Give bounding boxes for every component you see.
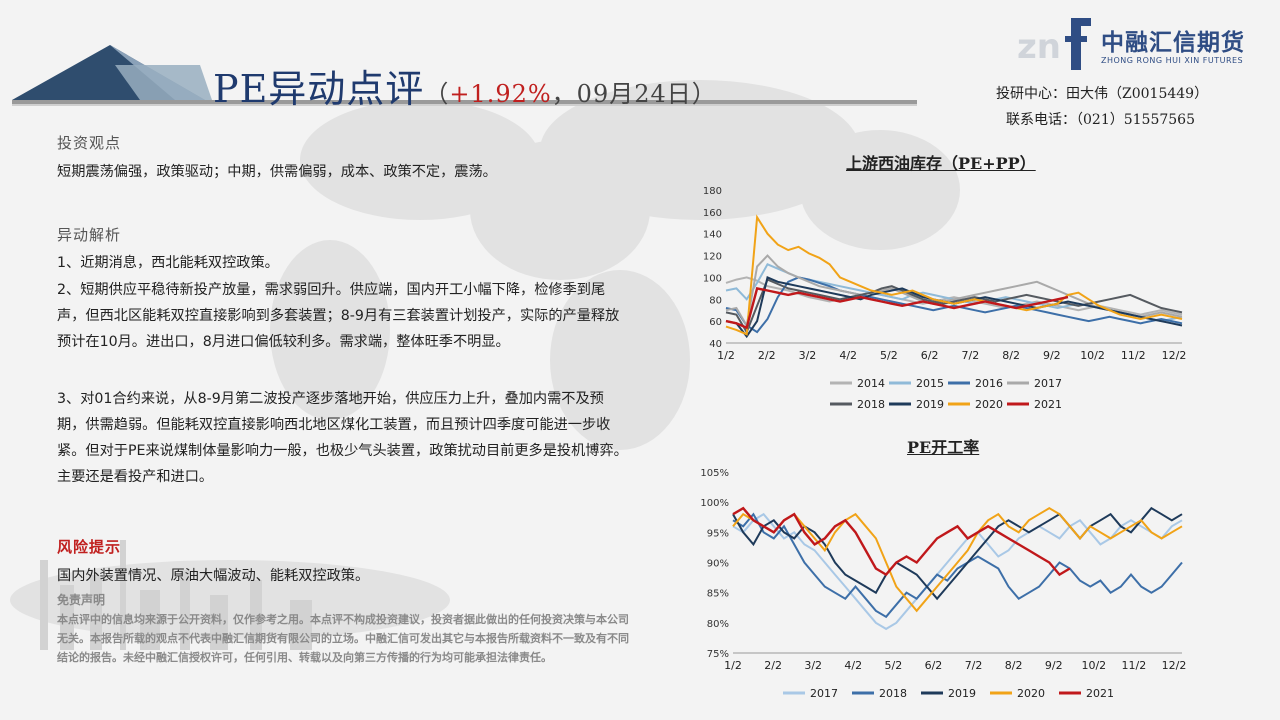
x-tick-label: 6/2 bbox=[925, 659, 943, 672]
legend-label: 2017 bbox=[810, 687, 838, 700]
x-tick-label: 10/2 bbox=[1080, 349, 1105, 362]
y-tick-label: 180 bbox=[703, 186, 722, 197]
analysis-item-3: 3、对01合约来说，从8-9月第二波投产逐步落地开始，供应压力上升，叠加内需不及… bbox=[57, 391, 628, 485]
y-tick-label: 120 bbox=[703, 252, 722, 263]
x-tick-label: 9/2 bbox=[1043, 349, 1061, 362]
series-line-2019 bbox=[732, 506, 1183, 601]
contact-analyst: 投研中心：田大伟（Z0015449） bbox=[996, 86, 1209, 102]
y-tick-label: 75% bbox=[707, 649, 729, 660]
x-tick-label: 7/2 bbox=[962, 349, 980, 362]
legend-label: 2021 bbox=[1086, 687, 1114, 700]
y-tick-label: 100 bbox=[703, 273, 722, 284]
logo-name-cn: 中融汇信期货 bbox=[1101, 30, 1245, 56]
x-tick-label: 9/2 bbox=[1045, 659, 1063, 672]
title-date: ，09月24日） bbox=[551, 80, 717, 108]
x-tick-label: 1/2 bbox=[717, 349, 735, 362]
series-line-2014 bbox=[725, 276, 1183, 316]
x-tick-label: 2/2 bbox=[758, 349, 776, 362]
x-tick-label: 5/2 bbox=[885, 659, 903, 672]
chart-inventory-title: 上游西油库存（PE+PP） bbox=[846, 154, 1036, 173]
view-heading: 投资观点 bbox=[57, 134, 122, 152]
x-tick-label: 10/2 bbox=[1081, 659, 1106, 672]
header-banner bbox=[12, 45, 917, 106]
analysis-item-2: 2、短期供应平稳待新投产放量，需求弱回升。供应端，国内开工小幅下降，检修季到尾声… bbox=[57, 282, 620, 350]
legend-label: 2020 bbox=[1017, 687, 1045, 700]
x-tick-label: 11/2 bbox=[1122, 659, 1147, 672]
legend-label: 2016 bbox=[975, 377, 1003, 390]
x-tick-label: 4/2 bbox=[839, 349, 857, 362]
y-tick-label: 160 bbox=[703, 208, 722, 219]
series-line-2018 bbox=[725, 278, 1183, 335]
x-tick-label: 12/2 bbox=[1162, 349, 1187, 362]
x-tick-label: 5/2 bbox=[880, 349, 898, 362]
y-tick-label: 90% bbox=[707, 559, 729, 570]
series-line-2020 bbox=[725, 214, 1183, 336]
title-open: （ bbox=[424, 80, 450, 108]
y-tick-label: 80 bbox=[709, 295, 722, 306]
y-tick-label: 105% bbox=[700, 468, 729, 479]
x-tick-label: 3/2 bbox=[804, 659, 822, 672]
y-tick-label: 60 bbox=[709, 317, 722, 328]
page-title: PE异动点评（+1.92%，09月24日） bbox=[213, 58, 717, 113]
series-line-2020 bbox=[732, 507, 1183, 613]
disclaimer-heading: 免责声明 bbox=[57, 593, 106, 607]
x-tick-label: 7/2 bbox=[965, 659, 983, 672]
contact-phone: 联系电话：（021）51557565 bbox=[1006, 112, 1195, 128]
y-tick-label: 95% bbox=[707, 528, 729, 539]
series-line-2021 bbox=[725, 286, 1069, 330]
legend-label: 2020 bbox=[975, 398, 1003, 411]
analysis-heading: 异动解析 bbox=[57, 226, 122, 244]
series-line-2017 bbox=[732, 512, 1183, 631]
svg-text:zn: zn bbox=[1017, 27, 1061, 67]
x-tick-label: 1/2 bbox=[724, 659, 742, 672]
inventory-line-chart: 40 60 80 100 120 140 160 180 1/2 2/2 3/2 4/2 5/2 6/2 7… bbox=[703, 186, 1187, 411]
legend-label: 2015 bbox=[916, 377, 944, 390]
logo-name-en: ZHONG RONG HUI XIN FUTURES bbox=[1101, 56, 1244, 65]
legend-label: 2019 bbox=[916, 398, 944, 411]
operating-rate-line-chart: 75% 80% 85% 90% 95% 100% 105% 1/2 2/2 3/2 4/2 5/2 6/… bbox=[700, 468, 1187, 700]
series-line-2018 bbox=[732, 512, 1183, 619]
risk-heading: 风险提示 bbox=[57, 538, 122, 556]
chart-operating-rate-title: PE开工率 bbox=[907, 438, 980, 457]
y-tick-label: 80% bbox=[707, 619, 729, 630]
x-tick-label: 4/2 bbox=[844, 659, 862, 672]
view-text: 短期震荡偏强，政策驱动；中期，供需偏弱，成本、政策不定，震荡。 bbox=[57, 164, 497, 180]
x-tick-label: 8/2 bbox=[1005, 659, 1023, 672]
y-tick-label: 140 bbox=[703, 230, 722, 241]
legend-label: 2019 bbox=[948, 687, 976, 700]
legend-label: 2018 bbox=[879, 687, 907, 700]
x-tick-label: 11/2 bbox=[1121, 349, 1146, 362]
title-main: PE异动点评 bbox=[213, 67, 425, 111]
x-tick-label: 6/2 bbox=[921, 349, 939, 362]
x-tick-label: 12/2 bbox=[1162, 659, 1187, 672]
x-tick-label: 2/2 bbox=[764, 659, 782, 672]
disclaimer-text: 本点评中的信息均来源于公开资料，仅作参考之用。本点评不构成投资建议，投资者据此做… bbox=[57, 613, 629, 664]
logo-mark-icon: zn bbox=[1017, 18, 1091, 70]
legend-label: 2017 bbox=[1034, 377, 1062, 390]
y-tick-label: 40 bbox=[709, 339, 722, 350]
title-change: +1.92% bbox=[449, 80, 552, 108]
legend-label: 2021 bbox=[1034, 398, 1062, 411]
analysis-item-1: 1、近期消息，西北能耗双控政策。 bbox=[57, 255, 279, 271]
legend-label: 2014 bbox=[857, 377, 885, 390]
x-tick-label: 8/2 bbox=[1002, 349, 1020, 362]
y-tick-label: 85% bbox=[707, 589, 729, 600]
x-tick-label: 3/2 bbox=[799, 349, 817, 362]
series-line-2021 bbox=[732, 506, 1071, 577]
company-logo: zn 中融汇信期货 ZHONG RONG HUI XIN FUTURES bbox=[1015, 14, 1270, 74]
y-tick-label: 100% bbox=[700, 498, 729, 509]
legend-label: 2018 bbox=[857, 398, 885, 411]
risk-text: 国内外装置情况、原油大幅波动、能耗双控政策。 bbox=[57, 568, 370, 584]
